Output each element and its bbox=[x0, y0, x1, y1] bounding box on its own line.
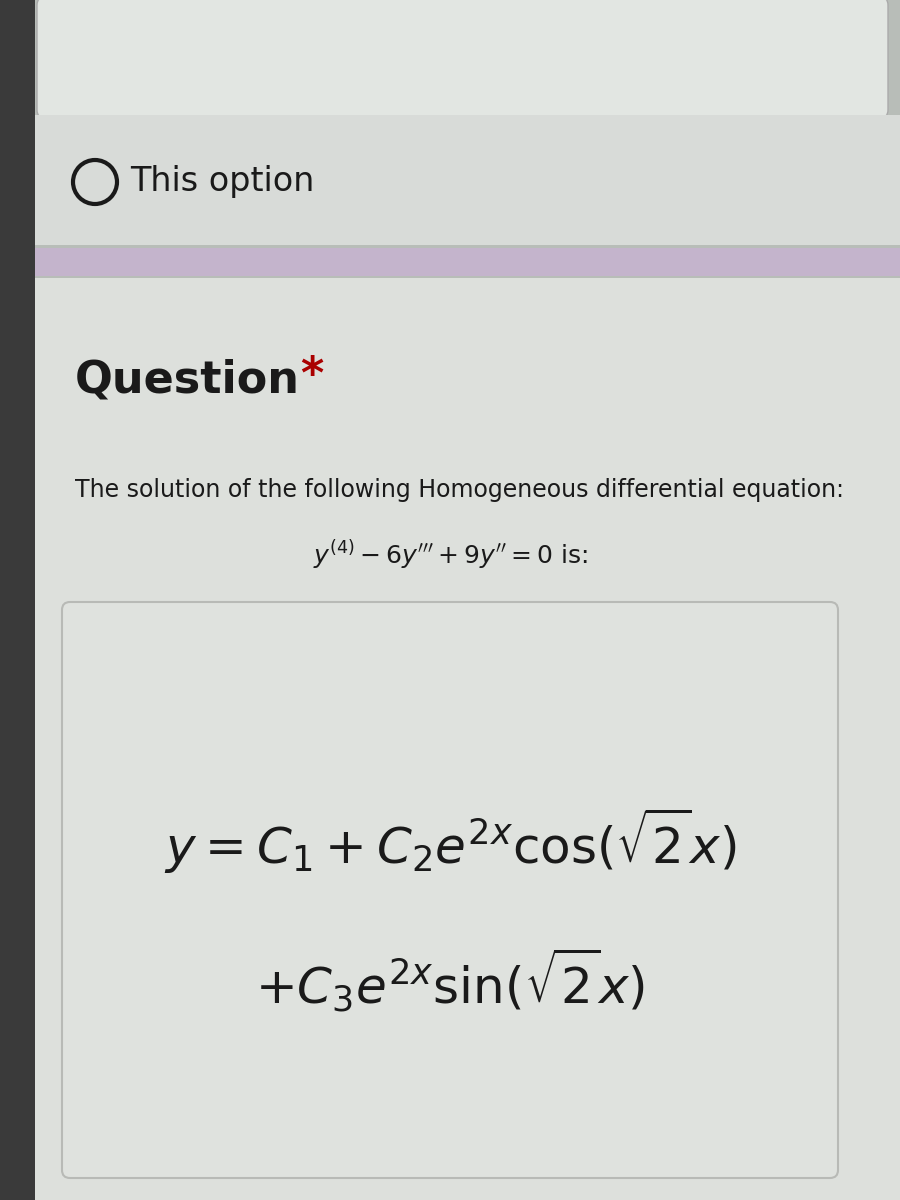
Text: Question: Question bbox=[75, 359, 300, 402]
Text: This option: This option bbox=[130, 166, 314, 198]
FancyBboxPatch shape bbox=[62, 602, 838, 1178]
Text: *: * bbox=[300, 354, 323, 396]
Text: $y^{(4)} - 6y''' + 9y'' = 0$ is:: $y^{(4)} - 6y''' + 9y'' = 0$ is: bbox=[312, 539, 588, 571]
Text: $y = C_1 + C_2 e^{2x} \cos(\sqrt{2}x)$: $y = C_1 + C_2 e^{2x} \cos(\sqrt{2}x)$ bbox=[164, 805, 736, 875]
FancyBboxPatch shape bbox=[37, 0, 888, 118]
FancyBboxPatch shape bbox=[35, 278, 900, 1200]
FancyBboxPatch shape bbox=[35, 248, 900, 276]
FancyBboxPatch shape bbox=[35, 115, 900, 245]
Text: $+C_3 e^{2x} \sin(\sqrt{2}x)$: $+C_3 e^{2x} \sin(\sqrt{2}x)$ bbox=[255, 946, 645, 1014]
FancyBboxPatch shape bbox=[0, 0, 35, 1200]
Text: The solution of the following Homogeneous differential equation:: The solution of the following Homogeneou… bbox=[75, 478, 844, 502]
